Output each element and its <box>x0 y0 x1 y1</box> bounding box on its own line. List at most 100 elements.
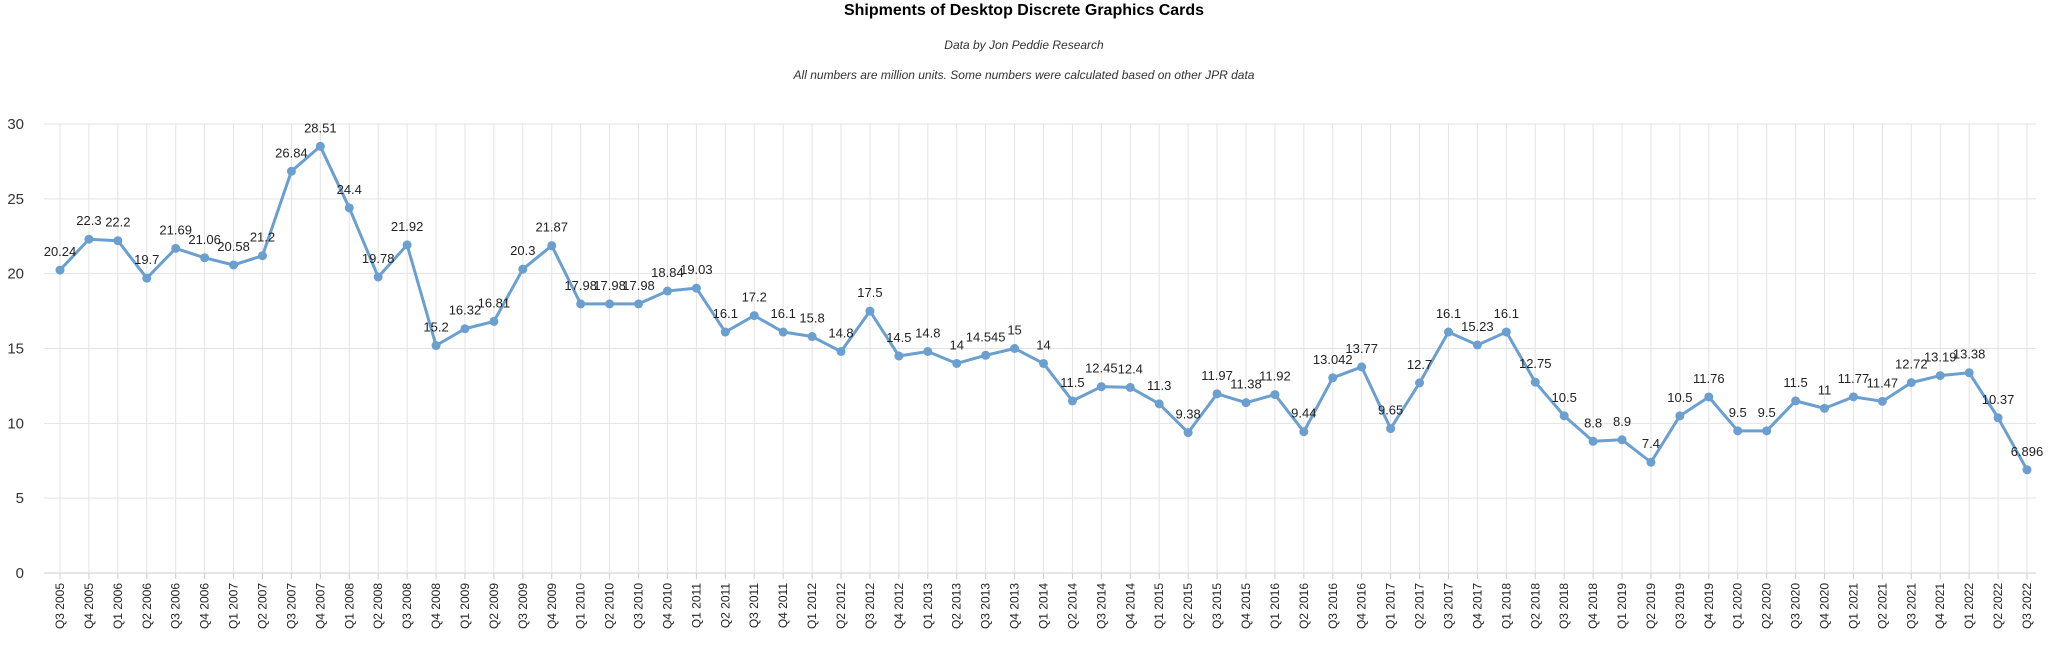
data-point <box>1964 368 1974 378</box>
y-tick-label: 5 <box>16 490 24 507</box>
x-tick-label: Q1 2014 <box>1037 583 1051 629</box>
data-label: 11.76 <box>1693 371 1725 386</box>
x-tick-label: Q2 2020 <box>1760 583 1774 629</box>
x-tick-label: Q3 2010 <box>632 583 646 629</box>
x-tick-label: Q1 2007 <box>227 583 241 629</box>
data-point <box>1212 389 1222 399</box>
data-label: 14 <box>949 337 963 352</box>
data-label: 21.69 <box>159 222 192 237</box>
x-tick-label: Q3 2012 <box>863 583 877 629</box>
data-label: 17.98 <box>622 278 655 293</box>
data-point <box>1501 327 1511 337</box>
data-point <box>923 346 933 356</box>
x-tick-label: Q1 2018 <box>1499 583 1513 629</box>
data-label: 19.7 <box>134 252 159 267</box>
data-point <box>865 306 875 316</box>
data-label: 14.8 <box>915 325 940 340</box>
data-label: 11.77 <box>1838 371 1870 386</box>
data-label: 6.896 <box>2011 444 2044 459</box>
data-label: 9.38 <box>1175 407 1200 422</box>
data-label: 15.23 <box>1461 319 1494 334</box>
y-tick-label: 30 <box>7 116 24 133</box>
data-label: 11.47 <box>1867 375 1899 390</box>
x-tick-label: Q4 2010 <box>660 583 674 629</box>
data-label: 11.97 <box>1201 368 1233 383</box>
x-tick-label: Q3 2017 <box>1441 583 1455 629</box>
x-tick-label: Q3 2014 <box>1094 583 1108 629</box>
data-point <box>1791 396 1801 406</box>
data-point <box>1646 457 1656 467</box>
data-label: 15 <box>1007 323 1021 338</box>
x-tick-label: Q1 2020 <box>1731 583 1745 629</box>
data-label: 16.1 <box>771 306 796 321</box>
x-tick-label: Q1 2011 <box>689 583 703 628</box>
data-point <box>1733 426 1743 436</box>
grid-layer <box>44 123 2036 579</box>
data-label: 11.3 <box>1147 378 1171 393</box>
chart-title: Shipments of Desktop Discrete Graphics C… <box>843 2 1205 19</box>
data-point <box>662 286 672 296</box>
data-label: 11.5 <box>1060 375 1084 390</box>
data-label: 16.1 <box>1436 306 1461 321</box>
data-point <box>171 243 181 253</box>
x-tick-label: Q1 2016 <box>1268 583 1282 629</box>
data-label: 17.98 <box>593 278 626 293</box>
x-tick-label: Q4 2005 <box>82 583 96 629</box>
data-point <box>894 351 904 361</box>
data-point <box>2022 465 2032 475</box>
data-label: 12.4 <box>1118 361 1143 376</box>
data-label: 19.78 <box>362 251 395 266</box>
data-point <box>344 203 354 213</box>
data-point <box>1877 396 1887 406</box>
data-label: 9.5 <box>1758 405 1776 420</box>
data-point <box>1472 340 1482 350</box>
data-label: 9.44 <box>1291 406 1316 421</box>
data-points <box>55 141 2032 475</box>
y-tick-label: 25 <box>7 191 24 208</box>
data-label: 20.24 <box>44 244 77 259</box>
x-tick-label: Q2 2016 <box>1297 583 1311 629</box>
x-tick-label: Q3 2007 <box>284 583 298 629</box>
x-tick-label: Q2 2021 <box>1875 583 1889 629</box>
data-point <box>1299 427 1309 437</box>
x-tick-label: Q4 2008 <box>429 583 443 629</box>
data-point <box>807 332 817 342</box>
data-point <box>1530 377 1540 387</box>
data-point <box>836 346 846 356</box>
x-tick-label: Q2 2014 <box>1065 583 1079 629</box>
data-label: 17.5 <box>857 285 882 300</box>
data-point <box>257 251 267 261</box>
data-point <box>286 166 296 176</box>
data-point <box>1125 382 1135 392</box>
x-tick-label: Q1 2019 <box>1615 583 1629 629</box>
data-point <box>460 324 470 334</box>
data-point <box>1559 411 1569 421</box>
data-label: 10.5 <box>1667 390 1692 405</box>
x-tick-label: Q3 2008 <box>400 583 414 629</box>
x-tick-label: Q3 2005 <box>53 583 67 629</box>
x-tick-label: Q3 2016 <box>1326 583 1340 629</box>
data-label: 14.5 <box>886 330 911 345</box>
data-label: 21.92 <box>391 219 424 234</box>
x-tick-label: Q2 2011 <box>718 583 732 628</box>
data-label: 14 <box>1036 337 1050 352</box>
data-label: 13.38 <box>1953 347 1986 362</box>
data-point <box>1443 327 1453 337</box>
x-tick-label: Q2 2015 <box>1181 583 1195 629</box>
data-label: 15.2 <box>423 320 448 335</box>
data-label: 21.06 <box>188 232 221 247</box>
data-label: 11.5 <box>1783 375 1807 390</box>
x-tick-label: Q4 2009 <box>545 583 559 629</box>
x-tick-label: Q1 2017 <box>1384 583 1398 629</box>
data-point <box>691 283 701 293</box>
data-label: 12.72 <box>1895 357 1928 372</box>
data-point <box>1820 403 1830 413</box>
x-tick-label: Q4 2021 <box>1933 583 1947 629</box>
data-label: 15.8 <box>799 311 824 326</box>
data-point <box>1935 371 1945 381</box>
x-tick-label: Q4 2011 <box>776 583 790 628</box>
data-point <box>749 311 759 321</box>
x-tick-label: Q4 2014 <box>1123 583 1137 629</box>
x-tick-label: Q1 2010 <box>574 583 588 629</box>
